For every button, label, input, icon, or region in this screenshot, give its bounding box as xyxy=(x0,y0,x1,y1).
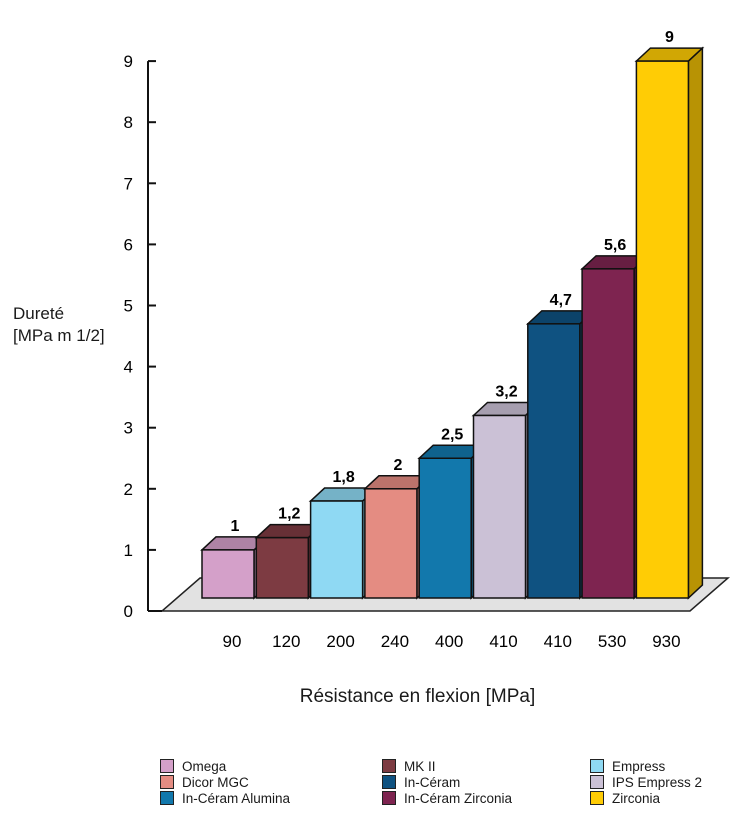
x-tick-label: 200 xyxy=(326,632,354,651)
legend-label: In-Céram xyxy=(404,774,461,790)
bar xyxy=(634,46,705,600)
legend-swatch xyxy=(590,791,604,805)
y-tick-label: 9 xyxy=(124,52,133,71)
data-label: 4,7 xyxy=(550,292,572,309)
y-tick-label: 8 xyxy=(124,113,133,132)
x-tick-label: 410 xyxy=(489,632,517,651)
legend-label: Empress xyxy=(612,758,666,774)
legend-label: MK II xyxy=(404,758,436,774)
data-label: 5,6 xyxy=(604,237,626,254)
bar-front xyxy=(255,536,310,599)
data-label: 2,5 xyxy=(441,426,463,443)
legend-item: Omega xyxy=(160,758,360,774)
x-axis-title: Résistance en flexion [MPa] xyxy=(299,686,536,707)
x-tick-label: 930 xyxy=(652,632,680,651)
bar-front xyxy=(201,549,255,599)
legend-swatch xyxy=(382,775,396,789)
bar-front xyxy=(581,268,635,599)
y-axis-title-line1: Dureté xyxy=(13,304,65,323)
legend-label: In-Céram Zirconia xyxy=(404,790,513,806)
legend-swatch xyxy=(160,791,174,805)
data-label: 1,8 xyxy=(332,469,354,486)
legend-label: Dicor MGC xyxy=(182,774,249,790)
legend-label: Zirconia xyxy=(612,790,661,806)
legend-swatch xyxy=(160,775,174,789)
x-tick-label: 410 xyxy=(544,632,572,651)
data-label: 2 xyxy=(393,457,402,474)
legend-swatch xyxy=(590,759,604,773)
y-tick-label: 3 xyxy=(124,419,133,438)
y-tick-label: 7 xyxy=(124,174,133,193)
legend-label: IPS Empress 2 xyxy=(612,774,703,790)
bar-front xyxy=(309,500,364,599)
x-tick-label: 400 xyxy=(435,632,463,651)
y-tick-label: 6 xyxy=(124,235,133,254)
data-label: 3,2 xyxy=(495,383,517,400)
x-tick-label: 90 xyxy=(223,632,242,651)
bar-front xyxy=(418,457,472,599)
legend-item: Empress xyxy=(590,758,730,774)
legend-item: Zirconia xyxy=(590,790,730,806)
legend-swatch xyxy=(160,759,174,773)
legend-item: IPS Empress 2 xyxy=(590,774,730,790)
y-tick-label: 0 xyxy=(124,602,133,621)
legend-item: In-Céram Alumina xyxy=(160,790,360,806)
data-label: 1 xyxy=(231,518,240,535)
y-tick-label: 2 xyxy=(124,480,133,499)
y-axis-title: Dureté [MPa m 1/2] xyxy=(13,303,105,347)
legend-label: In-Céram Alumina xyxy=(182,790,291,806)
legend-label: Omega xyxy=(182,758,227,774)
legend-item: MK II xyxy=(382,758,582,774)
bar-side xyxy=(687,46,704,600)
legend-item: Dicor MGC xyxy=(160,774,360,790)
x-tick-label: 240 xyxy=(381,632,409,651)
chart-plot: 0 1 2 3 4 5 6 7 8 9 1 90 1,2 120 1,8 200 2 240 2,5 400 3,2 4… xyxy=(124,29,730,651)
legend-swatch xyxy=(382,759,396,773)
x-tick-label: 120 xyxy=(272,632,300,651)
legend-item: In-Céram xyxy=(382,774,582,790)
legend-item: In-Céram Zirconia xyxy=(382,790,582,806)
x-tick-label: 530 xyxy=(598,632,626,651)
bar-front xyxy=(527,323,581,599)
y-tick-label: 1 xyxy=(124,541,133,560)
legend-swatch xyxy=(590,775,604,789)
bar-front xyxy=(472,414,527,599)
data-label: 9 xyxy=(665,29,674,46)
bar-front xyxy=(364,488,418,599)
y-axis-title-line2: [MPa m 1/2] xyxy=(13,326,105,345)
y-tick-label: 4 xyxy=(124,358,133,377)
y-tick-label: 5 xyxy=(124,297,133,316)
legend-swatch xyxy=(382,791,396,805)
bar-front xyxy=(635,60,690,599)
data-label: 1,2 xyxy=(278,506,300,523)
